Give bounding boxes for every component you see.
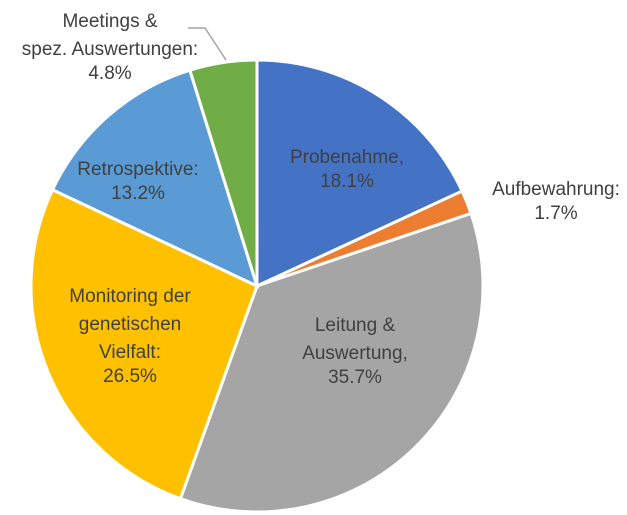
label-line: Vielfalt: xyxy=(99,342,161,363)
pie-slice xyxy=(255,58,465,289)
pie-slice xyxy=(187,58,259,287)
slice-label: Meetings & spez. Auswertungen: xyxy=(22,11,198,60)
label-line: Monitoring der xyxy=(69,286,191,307)
value-label: 4.8% xyxy=(88,63,131,84)
value-label: 1.7% xyxy=(534,203,577,224)
slice-label: Probenahme, xyxy=(290,147,404,168)
label-line: Auswertung, xyxy=(302,343,408,364)
pie-slice xyxy=(178,211,485,514)
value-label: 18.1% xyxy=(320,171,374,192)
label-line: Meetings & xyxy=(62,11,157,32)
label-line: Retrospektive: xyxy=(77,159,198,180)
slice-label: Leitung & Auswertung, xyxy=(302,315,408,364)
value-label: 26.5% xyxy=(103,366,157,387)
value-label: 13.2% xyxy=(111,183,165,204)
slice-label: Monitoring der genetischen Vielfalt: xyxy=(69,286,191,363)
slice-label: Aufbewahrung: xyxy=(492,179,620,200)
pie-slice xyxy=(29,187,259,501)
label-line: Probenahme, xyxy=(290,147,404,168)
label-line: Aufbewahrung: xyxy=(492,179,620,200)
leader-line xyxy=(188,27,227,61)
value-label: 35.7% xyxy=(328,367,382,388)
label-line: spez. Auswertungen: xyxy=(22,39,198,60)
label-line: genetischen xyxy=(79,314,181,335)
slice-label: Retrospektive: xyxy=(77,159,198,180)
label-line: Leitung & xyxy=(315,315,396,336)
